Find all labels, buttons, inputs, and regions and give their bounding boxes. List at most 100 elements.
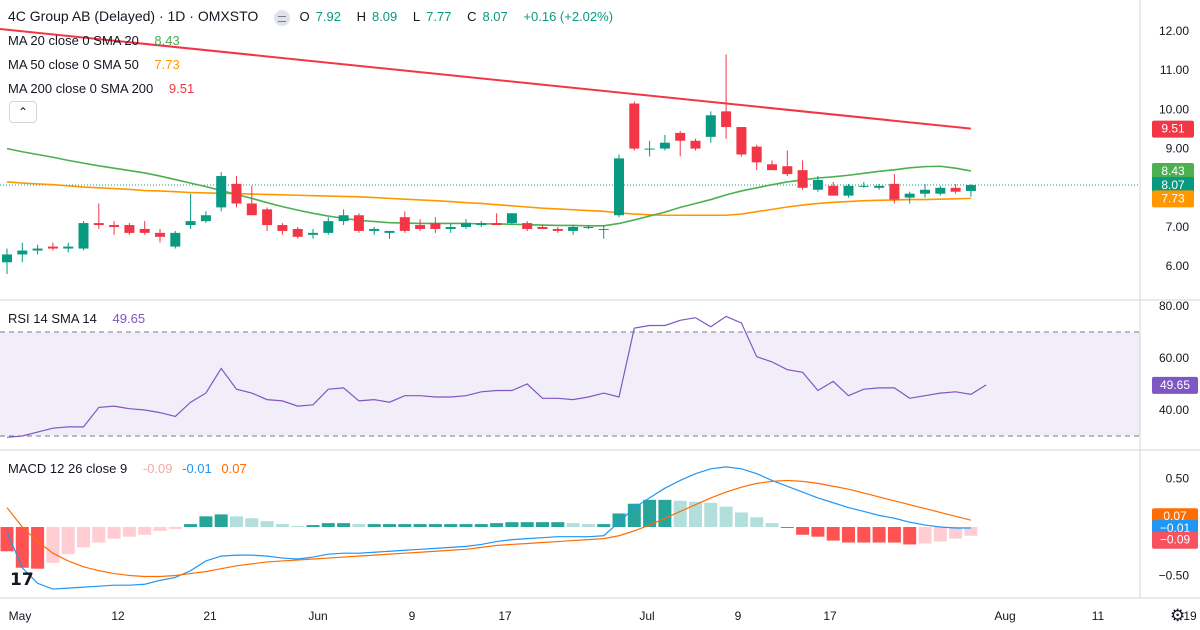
grid-lines — [0, 0, 1200, 599]
candle-body — [384, 230, 395, 233]
time-tick-label: 11 — [1092, 609, 1105, 623]
candle-body — [262, 209, 273, 226]
candlesticks — [2, 54, 976, 275]
gear-icon[interactable]: ⚙ — [1170, 606, 1186, 626]
candle-body — [155, 232, 165, 237]
price-label-text: 8.43 — [1161, 164, 1185, 178]
macd-histogram-bar — [490, 523, 504, 527]
eye-icon[interactable] — [273, 9, 290, 26]
macd-histogram-bar — [474, 524, 488, 527]
candle-body — [568, 227, 579, 231]
macd-histogram-bar — [0, 527, 14, 552]
ohlc-close: C 8.07 — [467, 9, 508, 24]
macd-histogram-bar — [383, 524, 396, 527]
candle-body — [216, 176, 227, 208]
rsi-value: 49.65 — [112, 311, 146, 326]
ma50-legend[interactable]: MA 50 close 0 SMA 50 7.73 — [8, 57, 186, 72]
macd-histogram-bar — [597, 524, 611, 527]
axes: 12.0011.0010.009.008.007.006.009.518.438… — [9, 24, 1198, 623]
macd-histogram-bar — [842, 527, 855, 543]
macd-histogram-bar — [643, 499, 657, 527]
price-tick-label: 11.00 — [1160, 63, 1189, 77]
macd-histogram-bar — [275, 524, 289, 527]
ma20-value: 8.43 — [154, 33, 180, 48]
rsi-path — [6, 315, 987, 438]
candle-body — [812, 179, 823, 190]
candle-body — [308, 232, 318, 235]
candle-body — [78, 223, 89, 249]
macd-histogram-bar — [413, 524, 427, 527]
macd-line-value: -0.01 — [182, 461, 212, 476]
candle-body — [246, 203, 257, 216]
tradingview-logo-icon[interactable]: 17 — [10, 570, 34, 590]
macd-histogram-bar — [704, 502, 718, 527]
macd-histogram-bar — [536, 522, 549, 527]
macd-label-text: −0.09 — [1160, 533, 1191, 547]
macd-histogram-bar — [184, 524, 198, 527]
price-label-text: 7.73 — [1161, 191, 1185, 205]
price-tick-label: 7.00 — [1166, 220, 1190, 234]
macd-histogram-bar — [291, 526, 305, 528]
macd-histogram-bar — [77, 527, 90, 548]
macd-label-text: 0.07 — [1163, 509, 1187, 523]
ma200-line — [0, 28, 972, 130]
time-tick-label: 17 — [823, 609, 837, 623]
candle-body — [231, 183, 242, 204]
rsi-tick-label: 40.00 — [1159, 403, 1189, 417]
ma50-value: 7.73 — [154, 57, 180, 72]
candle-body — [47, 246, 58, 249]
macd-histogram-bar — [245, 518, 259, 527]
macd-label-box — [1152, 531, 1198, 549]
macd-histogram-bar — [459, 524, 473, 527]
symbol-title[interactable]: 4C Group AB (Delayed) · 1D · OMXSTO — [8, 8, 259, 24]
time-tick-label: 9 — [735, 609, 742, 623]
candle-body — [644, 148, 655, 150]
macd-legend[interactable]: MACD 12 26 close 9 -0.09 -0.01 0.07 — [8, 461, 253, 476]
macd-signal-value: 0.07 — [221, 461, 247, 476]
candle-body — [537, 227, 548, 229]
macd-histogram-bar — [214, 514, 228, 527]
candle-body — [277, 225, 288, 231]
price-tick-label: 9.00 — [1166, 142, 1190, 156]
price-tick-label: 6.00 — [1166, 259, 1190, 273]
collapse-legend-button[interactable]: ⌃ — [9, 101, 37, 123]
candle-body — [292, 228, 303, 237]
macd-histogram-bar — [398, 524, 412, 527]
macd-histogram-bar — [734, 512, 748, 527]
macd-histogram-bar — [612, 513, 626, 527]
candle-body — [904, 193, 915, 198]
time-tick-label: 9 — [409, 609, 416, 623]
rsi-label-text: 49.65 — [1160, 378, 1190, 392]
macd-histogram-bar — [796, 527, 810, 535]
time-tick-label: 12 — [111, 609, 125, 623]
macd-tick-label: 0.50 — [1166, 472, 1190, 486]
time-tick-label: Jun — [308, 609, 327, 623]
candle-body — [598, 228, 609, 230]
macd-histogram-bar — [352, 524, 366, 527]
macd-histogram-bar — [306, 525, 320, 527]
price-label-box — [1152, 120, 1194, 138]
rsi-legend[interactable]: RSI 14 SMA 14 49.65 — [8, 311, 151, 326]
macd-pane — [0, 466, 978, 590]
candle-body — [721, 111, 732, 128]
macd-histogram-bar — [107, 527, 121, 539]
time-tick-label: 21 — [203, 609, 217, 623]
macd-histogram-bar — [199, 516, 213, 527]
price-label-box — [1152, 162, 1194, 180]
candle-body — [659, 142, 670, 149]
macd-histogram-bar — [887, 527, 901, 543]
macd-histogram-bar — [872, 527, 886, 543]
candle-body — [185, 221, 196, 226]
ma20-legend[interactable]: MA 20 close 0 SMA 20 8.43 — [8, 33, 186, 48]
ohlc-low: L 7.77 — [412, 9, 452, 24]
candle-body — [323, 221, 334, 233]
candle-body — [109, 225, 120, 227]
ma200-legend[interactable]: MA 200 close 0 SMA 200 9.51 — [8, 81, 200, 96]
macd-histogram-bar — [337, 523, 351, 527]
macd-histogram-bar — [428, 524, 442, 527]
macd-signal-line — [6, 479, 972, 578]
ma50-label: MA 50 close 0 SMA 50 — [8, 57, 139, 72]
macd-histogram-bar — [520, 522, 534, 527]
candle-body — [353, 215, 364, 231]
